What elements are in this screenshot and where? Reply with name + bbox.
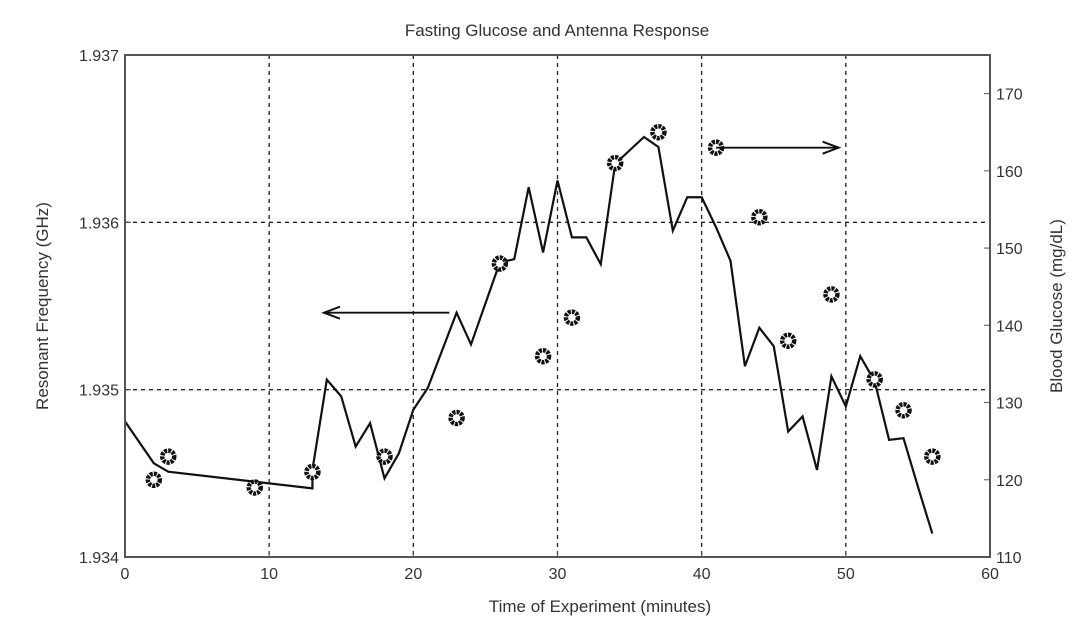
y-left-tick-label: 1.935 bbox=[79, 383, 119, 400]
ticks: 0 10 20 30 40 50 60 1.934 1.935 1.936 1.937 110 120 1… bbox=[79, 48, 1023, 583]
frequency-line bbox=[124, 135, 934, 534]
glucose-marker bbox=[895, 402, 912, 419]
glucose-marker bbox=[924, 448, 941, 465]
y-axis-right-label: Blood Glucose (mg/dL) bbox=[1047, 219, 1066, 393]
glucose-marker bbox=[751, 208, 768, 226]
series bbox=[124, 123, 941, 534]
glucose-marker bbox=[160, 448, 177, 465]
y-left-tick-label: 1.936 bbox=[79, 215, 119, 232]
x-tick-label: 60 bbox=[981, 566, 999, 583]
glucose-marker bbox=[606, 154, 624, 172]
y-right-tick-label: 140 bbox=[996, 318, 1023, 335]
arrowhead-right-icon bbox=[822, 140, 842, 155]
x-tick-label: 50 bbox=[837, 566, 855, 583]
glucose-marker bbox=[491, 255, 509, 272]
glucose-marker bbox=[779, 332, 797, 350]
y-right-tick-label: 160 bbox=[996, 164, 1023, 181]
x-tick-label: 0 bbox=[121, 566, 130, 583]
y-right-tick-label: 110 bbox=[996, 550, 1022, 567]
x-tick-label: 30 bbox=[549, 566, 567, 583]
y-axis-left-label: Resonant Frequency (GHz) bbox=[33, 202, 52, 410]
plot-frame bbox=[124, 54, 991, 558]
x-tick-label: 10 bbox=[260, 566, 278, 583]
glucose-marker bbox=[650, 123, 667, 141]
y-right-tick-label: 120 bbox=[996, 473, 1023, 490]
y-right-tick-label: 170 bbox=[996, 87, 1023, 104]
glucose-marker bbox=[534, 347, 552, 365]
y-left-tick-label: 1.937 bbox=[79, 48, 119, 65]
glucose-marker bbox=[145, 471, 163, 489]
y-left-tick-label: 1.934 bbox=[79, 550, 119, 567]
x-tick-label: 20 bbox=[404, 566, 422, 583]
x-tick-label: 40 bbox=[693, 566, 711, 583]
grid bbox=[125, 55, 990, 557]
glucose-marker bbox=[246, 479, 263, 496]
glucose-marker bbox=[448, 409, 465, 427]
y-right-tick-label: 130 bbox=[996, 396, 1023, 413]
x-axis-label: Time of Experiment (minutes) bbox=[489, 597, 711, 616]
arrowhead-left-icon bbox=[321, 305, 341, 320]
y-right-tick-label: 150 bbox=[996, 241, 1023, 258]
glucose-marker bbox=[823, 286, 840, 303]
glucose-marker bbox=[304, 463, 321, 481]
glucose-marker bbox=[376, 448, 393, 465]
chart-title: Fasting Glucose and Antenna Response bbox=[405, 21, 709, 40]
glucose-marker bbox=[563, 309, 581, 326]
glucose-marker bbox=[866, 371, 883, 388]
